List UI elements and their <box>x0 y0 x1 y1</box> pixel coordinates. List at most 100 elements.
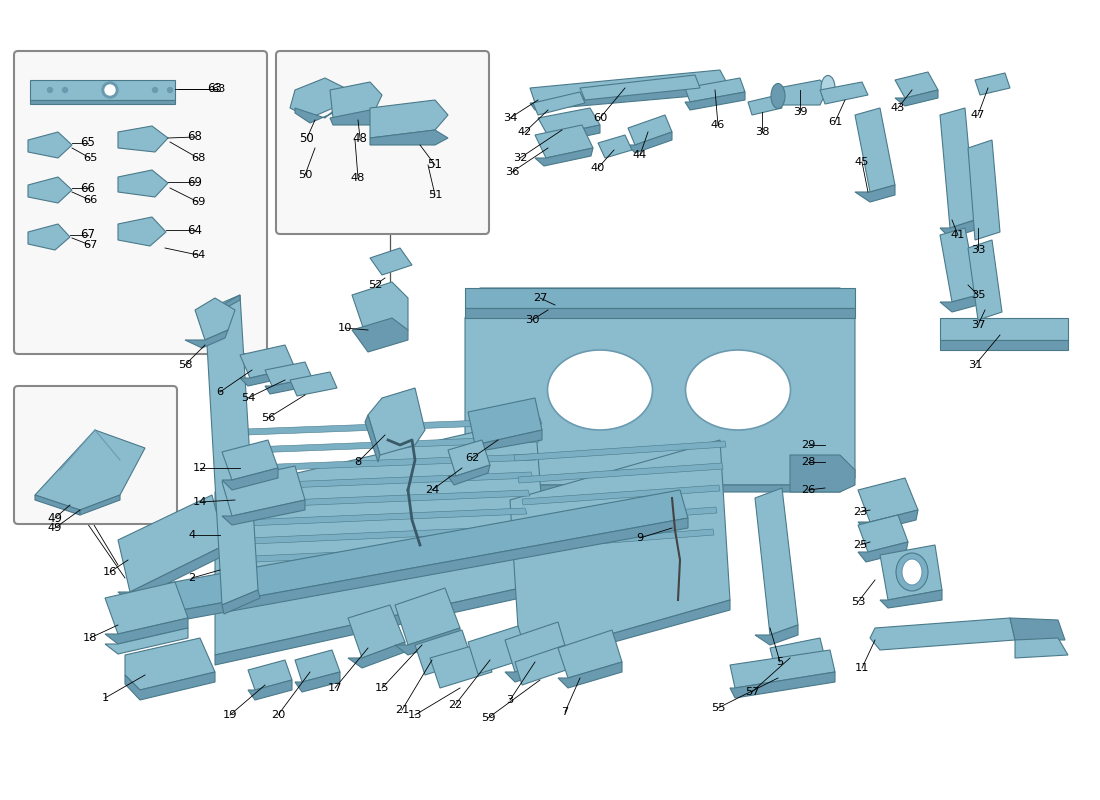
Text: 6: 6 <box>217 387 223 397</box>
Text: 42: 42 <box>518 127 532 137</box>
Polygon shape <box>118 495 226 592</box>
Polygon shape <box>870 618 1015 650</box>
Polygon shape <box>28 132 72 158</box>
Polygon shape <box>295 672 340 692</box>
Text: 67: 67 <box>82 240 97 250</box>
FancyBboxPatch shape <box>14 386 177 524</box>
Text: 52: 52 <box>367 280 382 290</box>
Circle shape <box>63 87 67 93</box>
Text: 49: 49 <box>47 523 63 533</box>
Polygon shape <box>352 318 408 352</box>
Polygon shape <box>770 638 825 668</box>
Ellipse shape <box>548 350 652 430</box>
Polygon shape <box>125 638 214 690</box>
Polygon shape <box>395 628 460 655</box>
Polygon shape <box>28 224 70 250</box>
Polygon shape <box>295 650 340 682</box>
Text: 65: 65 <box>82 153 97 163</box>
Polygon shape <box>505 622 568 672</box>
Text: 66: 66 <box>82 195 97 205</box>
Polygon shape <box>248 526 524 544</box>
Polygon shape <box>515 645 572 685</box>
Text: 55: 55 <box>711 703 725 713</box>
Text: 1: 1 <box>101 693 109 703</box>
Text: 62: 62 <box>465 453 480 463</box>
Text: 48: 48 <box>353 131 367 145</box>
Polygon shape <box>370 130 448 145</box>
Polygon shape <box>535 148 593 166</box>
Polygon shape <box>940 228 978 302</box>
Text: 40: 40 <box>591 163 605 173</box>
Text: 5: 5 <box>777 657 783 667</box>
Text: 69: 69 <box>187 175 202 189</box>
Polygon shape <box>448 440 490 476</box>
Polygon shape <box>238 490 530 508</box>
Text: 37: 37 <box>970 320 986 330</box>
Polygon shape <box>125 672 214 700</box>
Polygon shape <box>855 185 895 202</box>
Polygon shape <box>118 545 226 602</box>
Text: 69: 69 <box>190 197 206 207</box>
Polygon shape <box>265 362 312 386</box>
Text: 4: 4 <box>188 530 196 540</box>
Text: 35: 35 <box>970 290 986 300</box>
Polygon shape <box>940 340 1068 350</box>
Polygon shape <box>448 465 490 485</box>
Polygon shape <box>530 85 728 110</box>
Text: 28: 28 <box>801 457 815 467</box>
Polygon shape <box>35 430 145 510</box>
Polygon shape <box>348 642 405 668</box>
Polygon shape <box>880 590 942 608</box>
Polygon shape <box>265 378 312 394</box>
Text: 60: 60 <box>593 113 607 123</box>
Text: 67: 67 <box>80 229 96 242</box>
Polygon shape <box>748 95 782 115</box>
Polygon shape <box>895 90 938 106</box>
Polygon shape <box>222 466 305 516</box>
Text: 9: 9 <box>637 533 644 543</box>
Ellipse shape <box>771 83 785 109</box>
Polygon shape <box>290 78 345 118</box>
Polygon shape <box>968 140 1000 240</box>
FancyBboxPatch shape <box>276 51 490 234</box>
Polygon shape <box>222 590 260 614</box>
Text: 48: 48 <box>351 173 365 183</box>
Polygon shape <box>218 418 542 436</box>
Polygon shape <box>628 115 672 145</box>
Text: 50: 50 <box>298 170 312 180</box>
Polygon shape <box>248 660 292 690</box>
Circle shape <box>102 82 118 98</box>
Polygon shape <box>895 72 938 98</box>
Text: 31: 31 <box>968 360 982 370</box>
Ellipse shape <box>685 350 791 430</box>
Polygon shape <box>243 508 527 526</box>
Circle shape <box>153 87 157 93</box>
Circle shape <box>104 85 116 95</box>
Text: 58: 58 <box>178 360 192 370</box>
Polygon shape <box>28 177 72 203</box>
Text: 18: 18 <box>82 633 97 643</box>
Polygon shape <box>968 240 1002 320</box>
Polygon shape <box>248 680 292 700</box>
Polygon shape <box>130 518 688 628</box>
Polygon shape <box>858 542 907 562</box>
Polygon shape <box>290 372 337 396</box>
Text: 50: 50 <box>299 131 315 145</box>
Text: 22: 22 <box>448 700 462 710</box>
Text: 56: 56 <box>261 413 275 423</box>
Ellipse shape <box>896 553 928 591</box>
Polygon shape <box>118 126 168 152</box>
Text: 8: 8 <box>354 457 362 467</box>
Polygon shape <box>940 318 1068 340</box>
Polygon shape <box>755 488 797 635</box>
Text: 41: 41 <box>950 230 965 240</box>
Text: 16: 16 <box>102 567 118 577</box>
Text: 51: 51 <box>428 190 442 200</box>
Text: 68: 68 <box>190 153 206 163</box>
Text: 66: 66 <box>80 182 96 194</box>
Text: 13: 13 <box>408 710 422 720</box>
Polygon shape <box>530 529 714 549</box>
Polygon shape <box>368 388 425 455</box>
Text: 57: 57 <box>745 687 759 697</box>
Polygon shape <box>558 630 622 678</box>
